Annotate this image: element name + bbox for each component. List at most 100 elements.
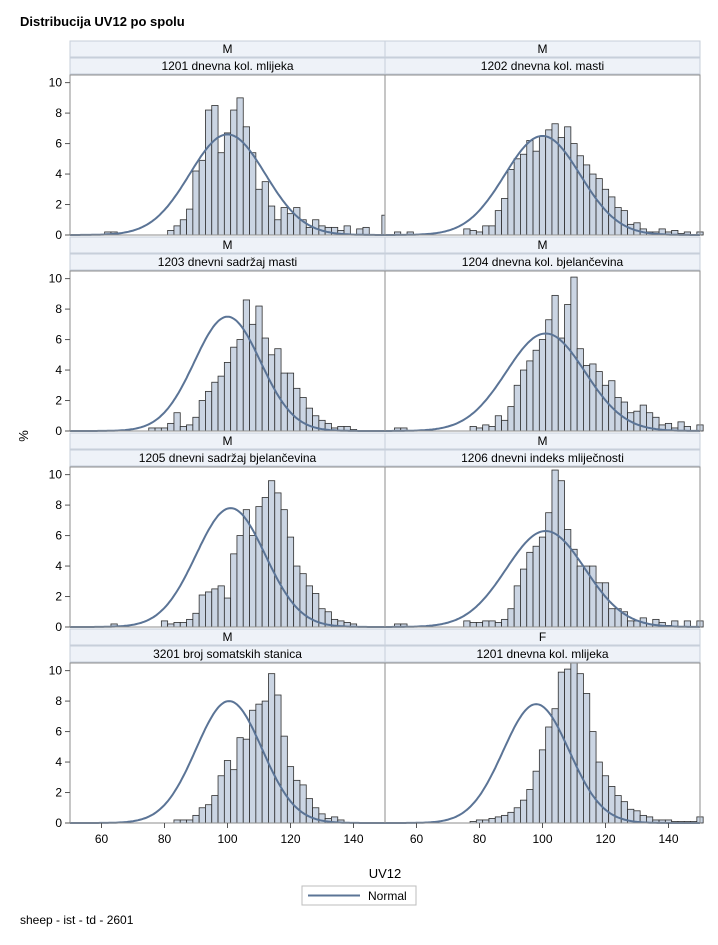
histogram-bar <box>488 225 496 236</box>
panel-border <box>384 74 701 236</box>
histogram-bar <box>532 545 540 628</box>
histogram-bar <box>236 339 244 432</box>
histogram-bar <box>305 585 313 628</box>
histogram-bar <box>211 795 219 824</box>
histogram-bar <box>589 565 597 628</box>
x-tick-label: 60 <box>95 832 109 846</box>
y-tick-label: 0 <box>55 620 62 634</box>
panel-1: M 1201 dnevna kol. mlijeka 0 2 4 6 8 10 <box>49 40 389 242</box>
y-tick-label: 6 <box>55 137 62 151</box>
histogram-bar <box>305 226 313 236</box>
histogram-bar <box>570 662 578 824</box>
panel-title-label: 1204 dnevna kol. bjelančevina <box>462 255 624 269</box>
y-tick-label: 6 <box>55 333 62 347</box>
histogram-bar <box>620 210 628 236</box>
y-tick-label: 2 <box>55 590 62 604</box>
histogram-bar <box>570 548 578 628</box>
histogram-bar <box>583 164 591 236</box>
y-tick-label: 2 <box>55 786 62 800</box>
histogram-bar <box>286 536 295 628</box>
histogram-bar <box>192 814 200 824</box>
histogram-bar <box>362 226 370 236</box>
normal-curve <box>385 135 700 236</box>
panel-sex-strip <box>384 40 701 58</box>
histogram-bar <box>286 372 295 432</box>
histogram-bar <box>198 807 206 824</box>
histogram-bar <box>223 362 232 432</box>
histogram-bar <box>211 381 219 432</box>
histogram-bar <box>608 608 616 628</box>
histogram-bar <box>520 153 528 236</box>
histogram-bar <box>192 612 200 628</box>
histogram-bar <box>532 770 540 824</box>
histogram-bar <box>268 354 276 432</box>
histogram-bar <box>501 618 509 628</box>
x-tick-label: 140 <box>658 832 678 846</box>
legend-label: Normal <box>368 889 407 903</box>
histogram-bar <box>217 375 225 432</box>
histogram-bar <box>677 421 685 432</box>
histogram-bar <box>268 673 276 824</box>
histogram-bar <box>286 766 295 824</box>
y-tick-label: 4 <box>55 559 62 573</box>
y-tick-label: 4 <box>55 363 62 377</box>
histogram-bar <box>268 205 276 236</box>
histogram-bar <box>217 775 225 824</box>
panel-border <box>384 270 701 432</box>
panel-title-label: 1201 dnevna kol. mlijeka <box>161 59 293 73</box>
x-tick-label: 120 <box>595 832 615 846</box>
y-tick-label: 8 <box>55 106 62 120</box>
panel-sex-strip <box>384 628 701 646</box>
histogram-bar <box>469 426 477 432</box>
histogram-bar <box>242 738 250 824</box>
histogram-bar <box>249 152 257 236</box>
histogram-bar <box>488 426 496 432</box>
panel-title-label: 1201 dnevna kol. mlijeka <box>476 647 608 661</box>
histogram-bar <box>167 230 175 236</box>
histogram-bar <box>532 150 540 236</box>
histogram-bar <box>293 565 301 628</box>
histogram-bar <box>173 622 181 628</box>
histogram-bar <box>507 811 515 824</box>
y-tick-label: 10 <box>49 468 63 482</box>
histogram-bar <box>198 400 206 432</box>
histogram-bar <box>633 222 641 236</box>
y-tick-label: 0 <box>55 424 62 438</box>
histogram-bar <box>551 294 559 432</box>
histogram-bar <box>173 412 181 432</box>
histogram-bar <box>192 170 200 236</box>
histogram-bar <box>494 816 502 824</box>
histogram-bar <box>538 536 547 628</box>
y-tick-label: 4 <box>55 167 62 181</box>
histogram-bar <box>230 553 238 628</box>
y-tick-label: 0 <box>55 816 62 830</box>
histogram-bar <box>545 726 553 824</box>
panel-2: M 1202 dnevna kol. masti <box>384 40 704 236</box>
histogram-bar <box>463 620 471 628</box>
histogram-bar <box>627 620 635 628</box>
x-tick-label: 80 <box>473 832 487 846</box>
x-tick-label: 60 <box>410 832 424 846</box>
histogram-bar <box>261 497 269 628</box>
y-tick-label: 10 <box>49 664 63 678</box>
y-tick-label: 6 <box>55 725 62 739</box>
histogram-bar <box>230 346 238 432</box>
histogram-bar <box>576 673 584 824</box>
histogram-bar <box>513 158 521 236</box>
histogram-bar <box>179 219 187 236</box>
histogram-bar <box>274 492 282 628</box>
histogram-bar <box>513 585 521 628</box>
x-tick-label: 80 <box>158 832 172 846</box>
histogram-bar <box>608 786 616 824</box>
histogram-bar <box>507 608 515 628</box>
histogram-bar <box>488 620 496 628</box>
histogram-bar <box>633 410 641 432</box>
normal-curve <box>70 507 385 628</box>
panel-sex-label: M <box>223 42 233 56</box>
histogram-bar <box>217 152 225 236</box>
x-axis-label: UV12 <box>369 866 402 881</box>
normal-curve <box>70 315 385 432</box>
chart-title: Distribucija UV12 po spolu <box>20 14 185 29</box>
histogram-bar <box>230 109 238 236</box>
histogram-bar <box>557 137 565 236</box>
